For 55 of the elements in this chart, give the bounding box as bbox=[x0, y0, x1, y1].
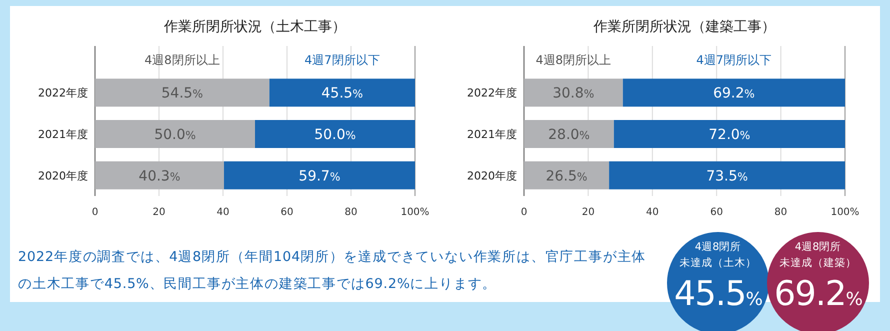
y-tick-label: 2021年度 bbox=[38, 128, 88, 141]
bar bbox=[524, 120, 614, 148]
data-label: 54.5% bbox=[161, 86, 204, 102]
x-tick-label: 60 bbox=[710, 207, 723, 218]
series-label: 4週7閉所以下 bbox=[696, 53, 772, 67]
x-tick-label: 40 bbox=[216, 207, 230, 218]
bar bbox=[269, 78, 415, 107]
data-label: 73.5% bbox=[706, 168, 748, 184]
text: 2022年度の調査では、4週8閉所（年間104閉所）を達成できていない作業所は、官庁工事が主体の土木工事で45.5%、民間工事が主体の建築工事では69.2%に上ります。 bbox=[18, 248, 648, 294]
bar bbox=[524, 78, 623, 107]
x-tick-label: 80 bbox=[774, 207, 788, 218]
series-label: 4週7閉所以下 bbox=[304, 53, 380, 67]
x-tick-label: 80 bbox=[344, 207, 358, 218]
text: 4週8閉所 bbox=[794, 240, 842, 253]
y-tick-label: 2022年度 bbox=[467, 86, 517, 100]
y-tick-label: 2020年度 bbox=[467, 169, 517, 182]
x-tick-label: 100% bbox=[400, 207, 430, 218]
data-label: 50.0% bbox=[154, 127, 196, 143]
bar bbox=[524, 161, 610, 190]
x-tick-label: 20 bbox=[582, 207, 595, 218]
series-label: 4週8閉所以上 bbox=[144, 53, 220, 67]
bar bbox=[224, 161, 415, 190]
bar bbox=[614, 120, 845, 148]
x-tick-label: 0 bbox=[92, 207, 98, 218]
x-tick-label: 20 bbox=[152, 207, 166, 218]
series-label: 4週8閉所以上 bbox=[536, 53, 612, 67]
bar bbox=[255, 120, 415, 148]
chart-title: 作業所閉所状況（建築工事） bbox=[592, 19, 776, 35]
text: 未達成（土木） bbox=[680, 256, 756, 269]
x-tick-label: 40 bbox=[646, 207, 659, 218]
bar bbox=[95, 78, 270, 107]
y-tick-label: 2020年度 bbox=[38, 169, 88, 182]
text: 4週8閉所 bbox=[694, 240, 742, 253]
x-tick-label: 100% bbox=[830, 207, 860, 218]
bar bbox=[622, 78, 845, 107]
y-tick-label: 2022年度 bbox=[38, 86, 88, 100]
data-label: 72.0% bbox=[708, 127, 750, 143]
text: 69.2% bbox=[774, 274, 863, 314]
data-label: 50.0% bbox=[314, 127, 356, 143]
y-tick-label: 2021年度 bbox=[467, 128, 517, 141]
bar bbox=[95, 161, 224, 190]
data-label: 26.5% bbox=[546, 168, 588, 184]
x-tick-label: 60 bbox=[280, 207, 294, 218]
data-label: 40.3% bbox=[138, 168, 180, 184]
data-label: 45.5% bbox=[321, 86, 364, 102]
data-label: 69.2% bbox=[713, 86, 755, 102]
bar bbox=[609, 161, 845, 190]
bar bbox=[95, 120, 255, 148]
data-label: 30.8% bbox=[552, 86, 594, 102]
data-label: 59.7% bbox=[298, 168, 340, 184]
text: 45.5% bbox=[674, 274, 763, 314]
text: 未達成（建築） bbox=[780, 256, 856, 269]
chart-title: 作業所閉所状況（土木工事） bbox=[163, 19, 346, 35]
data-label: 28.0% bbox=[548, 127, 590, 143]
x-tick-label: 0 bbox=[520, 207, 528, 218]
